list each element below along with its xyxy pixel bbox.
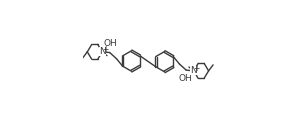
Text: N: N bbox=[190, 66, 197, 75]
Text: N: N bbox=[99, 47, 106, 56]
Text: OH: OH bbox=[179, 74, 192, 83]
Text: OH: OH bbox=[104, 39, 117, 48]
Text: +: + bbox=[193, 64, 200, 73]
Text: +: + bbox=[102, 45, 108, 54]
